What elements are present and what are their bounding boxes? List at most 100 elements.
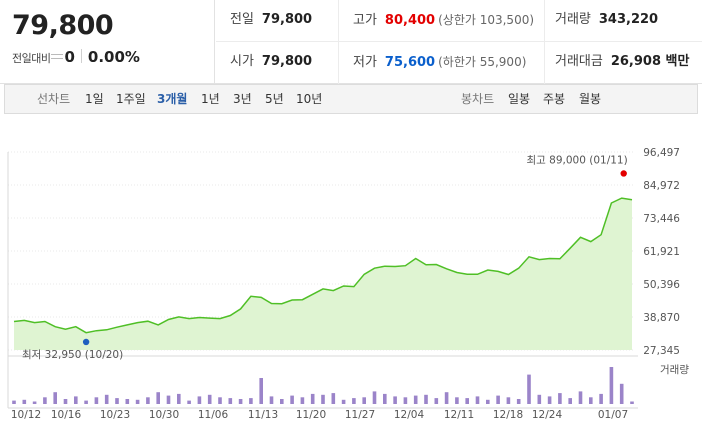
- x-tick-label: 12/18: [493, 409, 523, 421]
- lower-limit: (하한가 55,900): [438, 55, 527, 69]
- stat-label: 거래대금: [555, 54, 603, 69]
- stat-low: 저가 75,600 (하한가 55,900): [338, 42, 526, 84]
- stat-value: 343,220: [598, 12, 659, 27]
- x-tick-label: 10/23: [100, 409, 130, 421]
- stat-high: 고가 80,400 (상한가 103,500): [338, 0, 534, 42]
- volume-bar: [166, 395, 171, 404]
- y-tick-label: 38,870: [643, 312, 680, 324]
- volume-bar: [403, 397, 408, 404]
- min-annotation: 최저 32,950 (10/20): [22, 349, 123, 361]
- stat-value: 26,908 백만: [610, 54, 690, 69]
- min-marker: [82, 338, 90, 346]
- stat-trade-value: 거래대금 26,908 백만: [544, 42, 689, 84]
- y-tick-label: 96,497: [643, 147, 680, 159]
- volume-bar: [578, 391, 583, 404]
- volume-bar: [125, 399, 130, 404]
- volume-bar: [537, 394, 542, 404]
- x-tick-label: 11/20: [296, 409, 326, 421]
- y-tick-label: 61,921: [643, 246, 680, 258]
- volume-bar: [496, 395, 500, 404]
- tab-1w[interactable]: 1주일: [116, 92, 146, 106]
- volume-bar: [300, 397, 305, 404]
- price-line: [13, 197, 633, 334]
- volume-bar: [74, 396, 78, 404]
- x-tick-label: 11/27: [345, 409, 375, 421]
- tab-3m[interactable]: 3개월: [157, 92, 188, 106]
- volume-bar: [372, 391, 377, 404]
- change-value: 0: [64, 48, 75, 66]
- volume-bar: [413, 395, 418, 404]
- x-tick-label: 10/30: [149, 409, 179, 421]
- x-tick-label: 01/07: [598, 409, 628, 421]
- chart-period-tabs: 선차트 1일 1주일 3개월 1년 3년 5년 10년 봉차트 일봉 주봉 월봉: [4, 84, 698, 114]
- volume-bar: [341, 399, 346, 404]
- volume-bar: [609, 367, 614, 404]
- change-label: 전일대비: [12, 52, 51, 65]
- stat-label: 고가: [353, 13, 377, 28]
- volume-bar: [321, 394, 325, 404]
- x-tick-label: 12/24: [532, 409, 563, 421]
- volume-bar: [249, 398, 253, 404]
- volume-bar: [43, 397, 47, 404]
- volume-bar: [156, 392, 160, 404]
- volume-bar: [53, 392, 57, 404]
- volume-bar: [115, 398, 119, 404]
- volume-bar: [12, 400, 16, 404]
- volume-bar: [207, 394, 212, 404]
- y-tick-label: 73,446: [643, 213, 680, 225]
- divider: [80, 49, 82, 63]
- volume-bar: [424, 394, 428, 404]
- tab-weekly-candle[interactable]: 주봉: [543, 92, 566, 106]
- tab-10y[interactable]: 10년: [296, 92, 323, 106]
- stat-value: 75,600: [384, 55, 436, 70]
- max-marker: [620, 170, 627, 177]
- stat-label: 전일: [230, 12, 254, 27]
- volume-bar: [146, 397, 150, 404]
- tab-3y[interactable]: 3년: [233, 92, 252, 106]
- price-chart-svg: 96,497 84,972 73,446 61,921 50,396 38,870 27,3…: [7, 147, 689, 421]
- y-tick-label: 27,345: [643, 345, 680, 357]
- x-tick-label: 11/13: [248, 409, 278, 421]
- tab-daily-candle[interactable]: 일봉: [508, 92, 531, 106]
- volume-bar: [352, 398, 356, 404]
- x-tick-label: 12/11: [444, 409, 474, 421]
- volume-bar: [259, 378, 263, 404]
- x-tick-label: 11/06: [198, 409, 229, 421]
- stat-value: 80,400: [384, 13, 436, 28]
- volume-bar: [197, 396, 202, 404]
- stat-label: 시가: [230, 54, 254, 69]
- volume-bar: [331, 393, 336, 404]
- volume-bar: [228, 398, 233, 404]
- volume-bar: [599, 393, 603, 404]
- volume-bar: [589, 397, 593, 404]
- tab-monthly-candle[interactable]: 월봉: [579, 92, 602, 106]
- volume-bar: [280, 399, 284, 404]
- current-price: 79,800: [12, 10, 114, 41]
- stat-label: 거래량: [555, 12, 591, 27]
- stat-volume: 거래량 343,220: [544, 0, 658, 42]
- tab-1y[interactable]: 1년: [201, 92, 220, 106]
- quote-header: 79,800 전일대비 0 0.00% 전일 79,800 고가 80,400 (상한가 …: [0, 0, 702, 84]
- volume-bar: [506, 397, 511, 404]
- volume-bar: [218, 397, 222, 404]
- volume-bar: [486, 399, 490, 404]
- change-percent: 0.00%: [87, 48, 140, 66]
- tab-5y[interactable]: 5년: [265, 92, 284, 106]
- stat-label: 저가: [353, 55, 377, 70]
- volume-bar: [444, 392, 449, 404]
- volume-legend: 거래량: [660, 364, 689, 376]
- y-tick-label: 84,972: [643, 180, 680, 192]
- stats-row-1: 전일 79,800 고가 80,400 (상한가 103,500) 거래량 343,22…: [216, 0, 702, 42]
- flat-icon: [51, 54, 64, 59]
- tab-1d[interactable]: 1일: [85, 92, 104, 106]
- volume-bar: [393, 396, 397, 404]
- volume-bar: [455, 397, 459, 404]
- volume-bar: [558, 393, 562, 404]
- volume-bar: [547, 396, 552, 404]
- volume-bar: [290, 395, 294, 404]
- stat-value: 79,800: [261, 12, 313, 27]
- stats-grid: 전일 79,800 고가 80,400 (상한가 103,500) 거래량 343,22…: [216, 0, 702, 84]
- price-box: 79,800 전일대비 0 0.00%: [0, 0, 215, 84]
- volume-bar: [362, 397, 366, 404]
- volume-bar: [32, 401, 37, 404]
